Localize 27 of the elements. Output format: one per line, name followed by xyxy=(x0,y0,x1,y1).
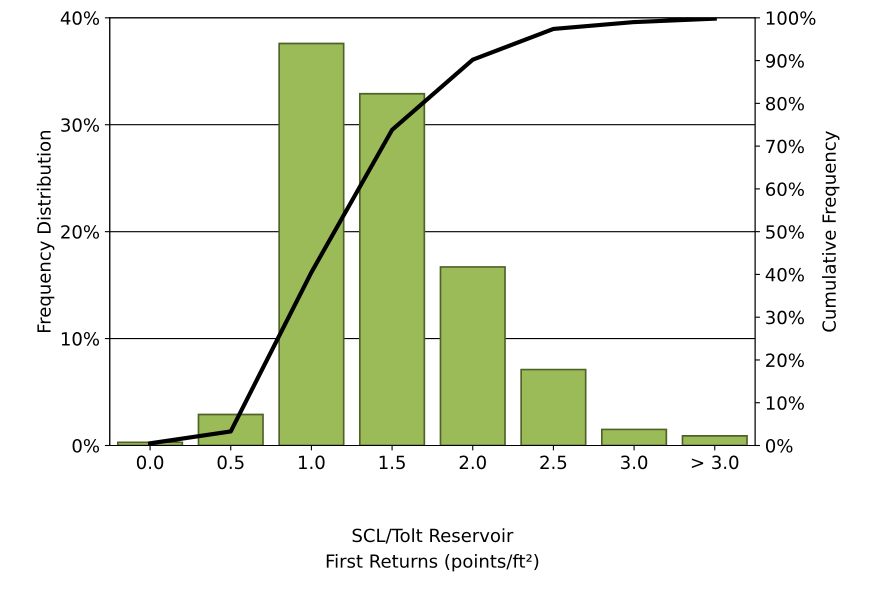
y-tick-label: 30% xyxy=(61,118,100,132)
y2-tick-label: 40% xyxy=(766,268,804,282)
y2-axis-title: Cumulative Frequency xyxy=(822,131,840,332)
y-tick-label: 40% xyxy=(60,11,100,25)
y2-tick-label: 50% xyxy=(766,225,804,239)
y-tick-label: 10% xyxy=(62,332,100,346)
x-tick-label: 0.5 xyxy=(218,456,244,470)
y2-tick-label: 60% xyxy=(766,182,804,196)
x-tick-label: 0.0 xyxy=(136,456,164,470)
y2-tick-label: 0% xyxy=(766,438,792,453)
y2-tick-label: 10% xyxy=(766,396,804,410)
x-tick-label: > 3.0 xyxy=(692,456,738,470)
x-tick-label: 2.5 xyxy=(540,456,566,470)
y2-tick-label: 30% xyxy=(766,310,804,324)
y2-tick-label: 90% xyxy=(766,54,804,68)
y-tick-label: 20% xyxy=(61,225,100,239)
y2-tick-label: 70% xyxy=(766,140,804,154)
y-tick-label: 0% xyxy=(72,438,100,453)
y2-tick-label: 80% xyxy=(766,96,804,110)
y2-tick-label: 100% xyxy=(766,11,816,25)
x-tick-label: 2.0 xyxy=(460,456,486,470)
x-tick-label: 1.0 xyxy=(299,456,325,470)
y2-tick-label: 20% xyxy=(766,353,804,368)
x-axis-title: SCL/Tolt Reservoir First Returns (points/ft²) xyxy=(326,528,538,572)
x-tick-label: 1.5 xyxy=(380,456,405,470)
x-tick-label: 3.0 xyxy=(621,456,648,470)
y-axis-title: Frequency Distribution xyxy=(36,131,54,332)
